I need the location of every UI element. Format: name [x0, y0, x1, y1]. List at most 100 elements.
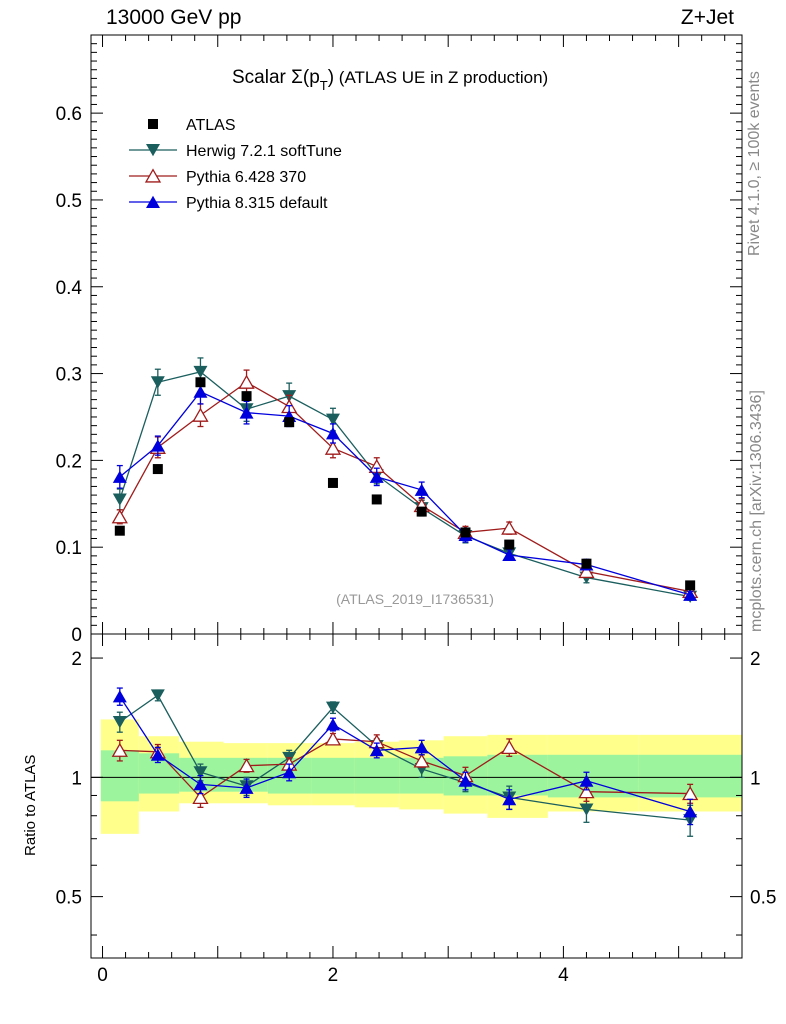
series-point-2: [683, 805, 698, 818]
plot-frames: [90, 34, 743, 959]
ratio-tick-label: 0.5: [56, 888, 82, 909]
atlas-data-point: [327, 477, 338, 488]
series-point-2: [193, 385, 208, 398]
legend-marker: [146, 195, 160, 208]
atlas-data-point: [581, 558, 592, 569]
legend-label: Pythia 8.315 default: [186, 195, 328, 212]
legend-marker: [146, 144, 160, 157]
series-point-0: [150, 689, 165, 702]
series-line-1: [119, 381, 691, 593]
series-point-0: [112, 493, 127, 506]
series-point-0: [579, 803, 594, 816]
series-line-0: [119, 694, 691, 821]
ratio-band-inner: [311, 757, 355, 794]
y-tick-label: 0.6: [56, 104, 82, 125]
tick-labels: 0 0.1 0.2 0.3 0.4 0.5 0.6 0 2 4 0.5 0.5 1 1 2 2: [56, 104, 777, 986]
atlas-data-point: [152, 464, 163, 475]
ratio-panel-frame: [90, 633, 743, 959]
series-point-1: [324, 731, 342, 746]
series-line-2: [119, 390, 691, 596]
series-point-1: [324, 440, 342, 455]
plot-title: Scalar Σ(pT) (ATLAS UE in Z production): [232, 67, 548, 93]
series-point-0: [193, 365, 208, 379]
analysis-watermark: (ATLAS_2019_I1736531): [336, 591, 494, 607]
series-point-2: [683, 588, 698, 601]
series-point-2: [150, 748, 165, 761]
y-tick-label: 0.4: [56, 278, 83, 299]
series-point-2: [239, 406, 254, 419]
series-point-2: [502, 793, 517, 806]
legend-label: ATLAS: [186, 117, 236, 134]
ratio-tick-label: 0.5: [750, 888, 776, 909]
process-label: Z+Jet: [680, 6, 734, 29]
series-point-2: [193, 778, 208, 791]
beam-label: 13000 GeV pp: [106, 6, 242, 29]
series-point-2: [282, 765, 297, 779]
y-tick-label: 0.1: [56, 538, 82, 559]
series-point-1: [578, 784, 595, 799]
series-point-0: [193, 766, 208, 779]
ratio-panel-series: [111, 687, 699, 837]
series-point-2: [325, 718, 340, 731]
main-panel-series: [111, 357, 699, 603]
series-line-1: [119, 738, 691, 799]
series-point-2: [369, 470, 384, 483]
series-point-1: [111, 509, 128, 524]
atlas-data-point: [504, 539, 515, 550]
ratio-tick-label: 1: [750, 768, 761, 789]
series-point-2: [369, 744, 384, 757]
series-point-2: [112, 470, 127, 483]
atlas-data-point: [195, 377, 206, 388]
series-point-1: [578, 563, 595, 579]
series-point-1: [413, 753, 430, 768]
series-point-1: [192, 407, 209, 422]
axis-ticks: [91, 34, 742, 958]
series-point-0: [325, 413, 340, 426]
legend-marker-atlas: [148, 119, 158, 129]
ratio-tick-label: 2: [750, 649, 761, 670]
atlas-data-point: [685, 580, 696, 591]
legend-label: Herwig 7.2.1 softTune: [186, 143, 342, 160]
legend: ATLAS Herwig 7.2.1 softTune Pythia 6.428 3…: [129, 117, 342, 212]
x-tick-label: 2: [328, 965, 339, 986]
ratio-band-inner: [354, 757, 400, 794]
atlas-data-points: [114, 377, 696, 591]
series-point-1: [192, 789, 209, 804]
series-point-2: [325, 427, 340, 440]
series-point-2: [150, 439, 165, 452]
series-point-2: [579, 774, 594, 787]
atlas-data-point: [371, 494, 382, 505]
atlas-data-point: [241, 391, 252, 402]
ratio-tick-label: 2: [71, 649, 82, 670]
series-point-0: [150, 376, 165, 389]
ratio-band-inner: [487, 754, 548, 796]
series-point-2: [502, 548, 517, 561]
atlas-data-point: [416, 506, 427, 517]
series-point-1: [501, 739, 518, 754]
x-tick-label: 4: [558, 965, 569, 986]
ratio-tick-label: 1: [71, 768, 82, 789]
series-point-1: [501, 520, 518, 535]
series-point-2: [414, 741, 429, 754]
series-point-2: [458, 774, 473, 787]
series-point-2: [239, 781, 254, 794]
y-tick-label: 0.3: [56, 365, 82, 386]
legend-label: Pythia 6.428 370: [186, 169, 306, 186]
series-point-0: [325, 701, 340, 714]
series-point-1: [238, 374, 255, 389]
atlas-data-point: [284, 417, 295, 428]
series-line-0: [119, 371, 691, 598]
ratio-band-inner: [547, 754, 639, 798]
series-point-1: [111, 742, 128, 757]
y-tick-label: 0.2: [56, 451, 82, 472]
series-line-2: [119, 696, 691, 813]
series-point-1: [238, 758, 255, 773]
legend-marker: [144, 168, 162, 183]
atlas-data-point: [114, 525, 125, 536]
series-point-2: [112, 690, 127, 703]
y-tick-label: 0.5: [56, 191, 82, 212]
series-point-0: [112, 715, 127, 729]
y-tick-label: 0: [71, 625, 82, 646]
atlas-data-point: [460, 527, 471, 538]
